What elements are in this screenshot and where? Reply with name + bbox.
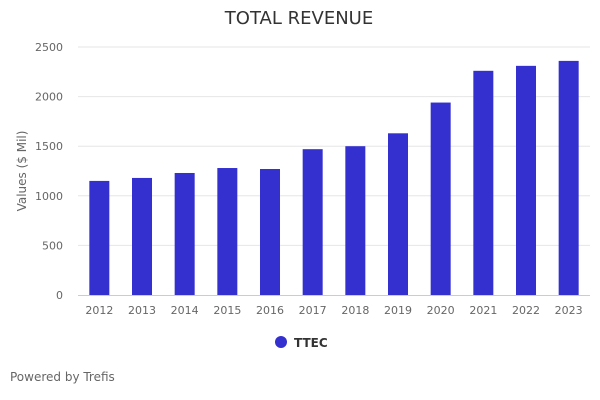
- x-tick-label-2019: 2019: [384, 304, 412, 317]
- x-tick-label-2013: 2013: [128, 304, 156, 317]
- y-tick-label-2000: 2000: [35, 91, 63, 104]
- legend-marker-ttec[interactable]: [275, 336, 287, 348]
- x-tick-label-2018: 2018: [341, 304, 369, 317]
- y-tick-label-0: 0: [56, 289, 63, 302]
- y-tick-label-500: 500: [42, 239, 63, 252]
- bar-2013[interactable]: [132, 177, 152, 295]
- bar-2021[interactable]: [473, 70, 494, 295]
- x-tick-label-2014: 2014: [171, 304, 199, 317]
- bar-series: [89, 60, 579, 296]
- bar-2022[interactable]: [516, 65, 536, 296]
- x-tick-label-2021: 2021: [469, 304, 497, 317]
- y-tick-label-1500: 1500: [35, 140, 63, 153]
- y-axis-label: Values ($ Mil): [15, 131, 29, 212]
- x-tick-label-2015: 2015: [213, 304, 241, 317]
- x-tick-label-2016: 2016: [256, 304, 284, 317]
- chart-title: TOTAL REVENUE: [224, 8, 373, 29]
- powered-by-credit: Powered by Trefis: [10, 370, 115, 384]
- bar-2023[interactable]: [558, 60, 579, 295]
- x-tick-label-2020: 2020: [427, 304, 455, 317]
- y-tick-label-2500: 2500: [35, 41, 63, 54]
- legend[interactable]: TTEC: [275, 336, 328, 350]
- x-tick-label-2023: 2023: [555, 304, 583, 317]
- legend-label-ttec[interactable]: TTEC: [294, 336, 328, 350]
- bar-2015[interactable]: [217, 168, 238, 295]
- bar-2019[interactable]: [388, 133, 408, 295]
- bar-2017[interactable]: [302, 149, 323, 295]
- bar-2016[interactable]: [260, 169, 280, 295]
- bar-2014[interactable]: [174, 172, 195, 295]
- x-axis-ticks: 2012 2013 2014 2015 2016 2017 2018 2019 2020 2021…: [85, 304, 582, 317]
- grid-lines: [78, 46, 590, 246]
- x-tick-label-2022: 2022: [512, 304, 540, 317]
- y-axis-ticks: 0 500 1000 1500 2000 2500: [35, 41, 63, 302]
- x-tick-label-2012: 2012: [85, 304, 113, 317]
- y-tick-label-1000: 1000: [35, 190, 63, 203]
- bar-2020[interactable]: [430, 102, 451, 295]
- x-tick-label-2017: 2017: [299, 304, 327, 317]
- bar-2018[interactable]: [345, 146, 366, 295]
- bar-2012[interactable]: [89, 180, 110, 295]
